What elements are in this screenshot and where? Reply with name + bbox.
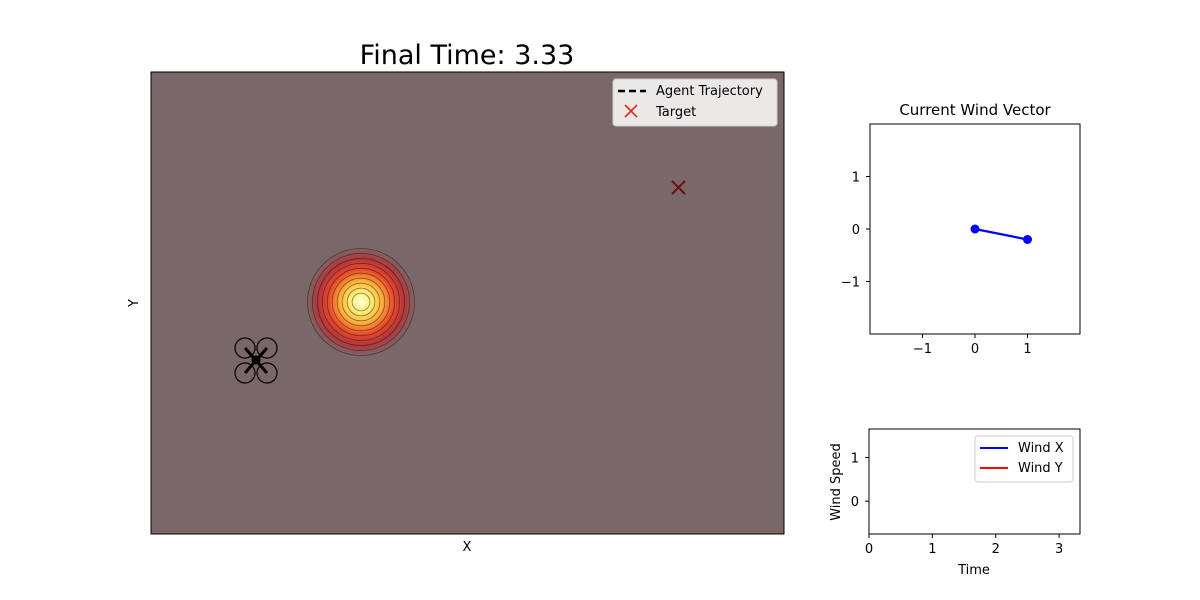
x-tick-label: 0 bbox=[865, 542, 873, 557]
wind-vector-title: Current Wind Vector bbox=[899, 101, 1051, 119]
rotor-icon bbox=[256, 362, 278, 384]
hotspot-contours bbox=[307, 248, 415, 356]
wind-vector-line bbox=[974, 227, 1028, 241]
x-tick-label: 0 bbox=[971, 342, 979, 357]
wind-speed-legend: Wind X Wind Y bbox=[974, 435, 1074, 483]
legend-wind-y-label: Wind Y bbox=[1018, 461, 1063, 476]
contour-ring bbox=[336, 277, 386, 327]
contour-ring bbox=[316, 257, 405, 346]
y-tick-label: 1 bbox=[852, 171, 860, 186]
rotor-icon bbox=[234, 337, 256, 359]
contour-ring bbox=[326, 267, 396, 337]
main-map-panel: Final Time: 3.33 X Y Age bbox=[127, 40, 785, 555]
y-tick-label: 0 bbox=[852, 223, 860, 238]
wind-speed-ylabel: Wind Speed bbox=[829, 443, 844, 521]
contour-ring bbox=[311, 252, 410, 351]
x-tick-label: 1 bbox=[1023, 342, 1031, 357]
main-legend: Agent Trajectory Target bbox=[612, 78, 778, 127]
y-tick-label: −1 bbox=[841, 276, 860, 291]
wind-vector-point bbox=[1023, 235, 1032, 244]
wind-vector-panel: Current Wind Vector −1 0 1 −1 0 1 bbox=[841, 101, 1081, 358]
hotspot bbox=[307, 248, 415, 356]
drone-body bbox=[251, 355, 261, 365]
rotor-icon bbox=[256, 337, 278, 359]
contour-ring bbox=[331, 272, 391, 332]
wind-vector-point bbox=[970, 224, 980, 234]
x-tick-label: 3 bbox=[1055, 542, 1063, 557]
wind-vector-ticks: −1 0 1 −1 0 1 bbox=[841, 171, 1032, 358]
legend-target-label: Target bbox=[655, 105, 696, 120]
main-xlabel: X bbox=[463, 540, 472, 555]
contour-ring bbox=[351, 292, 371, 312]
legend-box bbox=[612, 78, 778, 127]
x-tick-label: −1 bbox=[913, 342, 932, 357]
wind-vector-arrow bbox=[970, 224, 1032, 244]
contour-ring bbox=[307, 248, 415, 356]
quadrotor-drone-icon bbox=[234, 337, 278, 384]
wind-speed-ticks: 0 1 2 3 0 1 bbox=[851, 451, 1064, 557]
y-tick-label: 0 bbox=[851, 495, 859, 510]
hotspot-glow bbox=[307, 248, 415, 356]
rotor-icon bbox=[234, 362, 256, 384]
contour-ring bbox=[346, 287, 376, 317]
x-tick-label: 2 bbox=[992, 542, 1000, 557]
x-tick-label: 1 bbox=[928, 542, 936, 557]
map-background bbox=[150, 71, 785, 535]
contour-ring bbox=[341, 282, 381, 322]
main-title: Final Time: 3.33 bbox=[360, 40, 575, 71]
legend-trajectory-label: Agent Trajectory bbox=[656, 84, 763, 99]
y-tick-label: 1 bbox=[851, 451, 859, 466]
contour-ring bbox=[321, 262, 400, 341]
legend-target-swatch bbox=[624, 104, 638, 118]
wind-speed-xlabel: Time bbox=[957, 563, 990, 578]
target-marker bbox=[671, 180, 686, 195]
main-ylabel: Y bbox=[127, 299, 142, 308]
wind-speed-panel: 0 1 2 3 0 1 Time Wind Speed Wind X Wind Y bbox=[829, 428, 1081, 578]
legend-wind-x-label: Wind X bbox=[1018, 441, 1064, 456]
